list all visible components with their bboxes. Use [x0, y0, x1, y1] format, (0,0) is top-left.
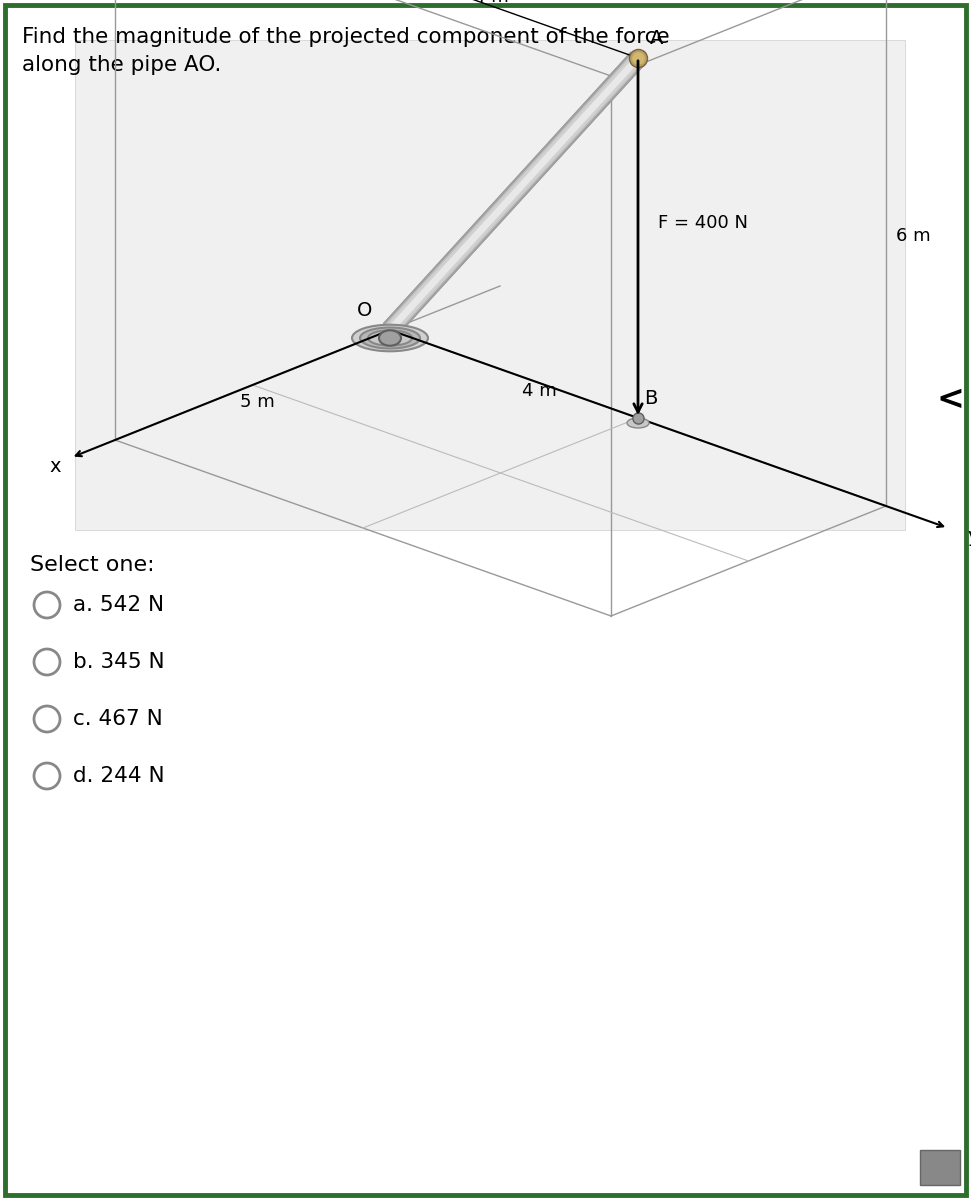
Ellipse shape [360, 328, 420, 348]
Text: ^: ^ [933, 1159, 947, 1177]
Text: x: x [49, 457, 60, 476]
Text: F = 400 N: F = 400 N [658, 214, 748, 232]
Text: c. 467 N: c. 467 N [73, 709, 163, 728]
Text: B: B [644, 389, 657, 408]
Text: Find the magnitude of the projected component of the force
along the pipe AO.: Find the magnitude of the projected comp… [22, 26, 670, 74]
Text: d. 244 N: d. 244 N [73, 766, 165, 786]
Text: b. 345 N: b. 345 N [73, 652, 165, 672]
Circle shape [34, 649, 60, 674]
Text: A: A [650, 29, 663, 48]
Circle shape [34, 706, 60, 732]
Text: 6 m: 6 m [896, 227, 930, 245]
Ellipse shape [379, 330, 401, 346]
Text: O: O [356, 301, 372, 320]
Ellipse shape [627, 418, 649, 428]
Text: <: < [936, 384, 964, 416]
Text: Select one:: Select one: [30, 554, 154, 575]
Ellipse shape [368, 330, 412, 346]
Bar [75, 40, 905, 530]
Text: a. 542 N: a. 542 N [73, 595, 164, 614]
Text: y: y [967, 527, 971, 546]
Circle shape [34, 763, 60, 790]
Bar [920, 1150, 960, 1186]
Text: 5 m: 5 m [240, 392, 275, 410]
Text: 4 m: 4 m [522, 382, 556, 400]
Text: 4 m: 4 m [474, 0, 509, 6]
Ellipse shape [352, 325, 428, 352]
Circle shape [34, 592, 60, 618]
